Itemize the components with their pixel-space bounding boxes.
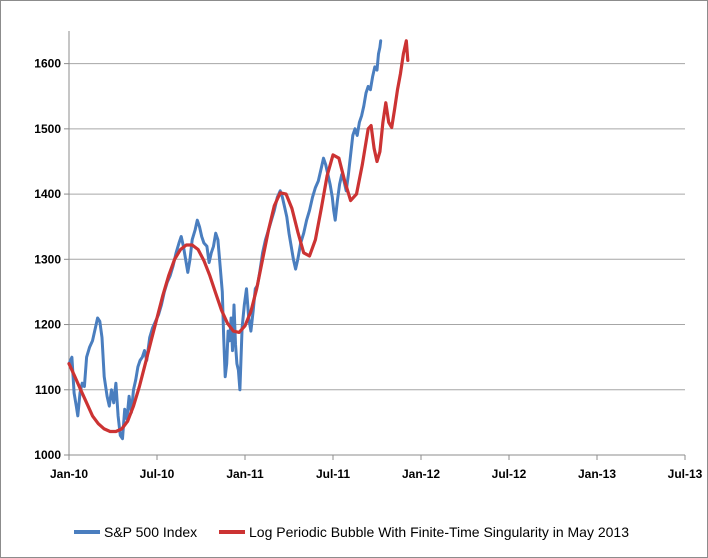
x-axis: Jan-10 Jul-10 Jan-11 Jul-11 Jan-12 Jul-12 Jan-…	[50, 454, 703, 481]
y-tick-label: 1200	[34, 318, 61, 332]
x-tick-label: Jul-13	[668, 467, 703, 481]
sp500-series-line	[67, 39, 383, 441]
y-axis: 1000 1100 1200 1300 1400 1500 1600	[34, 31, 70, 462]
legend-sp500-label: S&P 500 Index	[104, 524, 197, 540]
y-tick-label: 1300	[34, 252, 61, 266]
x-tick-label: Jan-12	[402, 467, 440, 481]
x-tick-label: Jan-13	[578, 467, 616, 481]
gridlines	[69, 63, 685, 391]
legend-log-periodic-label: Log Periodic Bubble With Finite-Time Sin…	[249, 524, 629, 540]
x-tick-label: Jan-10	[50, 467, 88, 481]
x-tick-label: Jan-11	[226, 467, 264, 481]
y-tick-label: 1500	[34, 122, 61, 136]
series-lines	[67, 39, 410, 441]
legend: S&P 500 Index Log Periodic Bubble With Fi…	[74, 524, 629, 540]
log-periodic-bubble-line	[67, 39, 410, 434]
x-tick-label: Jul-11	[316, 467, 350, 481]
y-tick-label: 1000	[34, 448, 61, 462]
y-tick-label: 1600	[34, 57, 61, 71]
x-tick-label: Jul-10	[140, 467, 175, 481]
y-tick-label: 1400	[34, 187, 61, 201]
x-tick-label: Jul-12	[492, 467, 527, 481]
y-tick-label: 1100	[35, 383, 61, 397]
